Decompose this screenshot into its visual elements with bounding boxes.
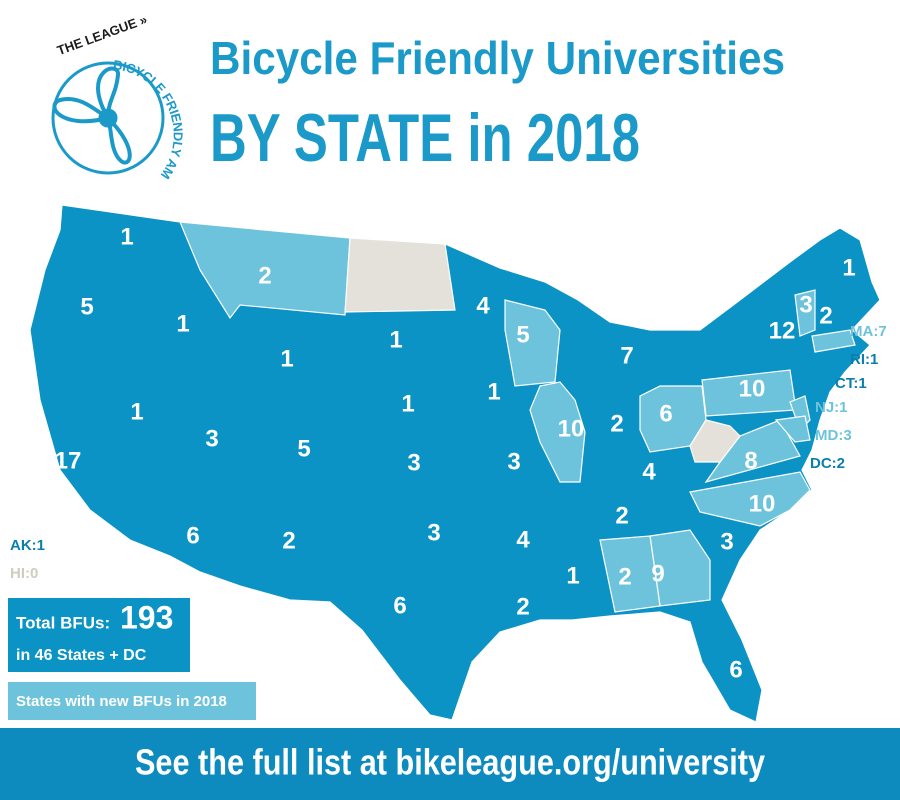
logo-top: THE LEAGUE »	[55, 12, 149, 58]
state-count: 1	[566, 562, 579, 589]
state-callout: MD:3	[815, 427, 852, 444]
state-count: 5	[516, 321, 529, 348]
legend-new-box	[8, 682, 256, 720]
state-count: 1	[176, 310, 189, 337]
state-new	[774, 415, 811, 443]
state-count: 6	[729, 656, 742, 683]
state-count: 1	[487, 378, 500, 405]
state-new	[504, 299, 561, 387]
state-callout: NJ:1	[815, 399, 848, 416]
title-line2: BY STATE in 2018	[210, 100, 640, 176]
title-line1: Bicycle Friendly Universities	[210, 32, 785, 84]
state-count: 4	[642, 458, 656, 485]
state-count: 1	[842, 254, 855, 281]
state-new	[689, 471, 811, 527]
state-none	[344, 237, 456, 313]
state-count: 3	[507, 448, 520, 475]
legend-total: 193	[120, 599, 173, 635]
state-count: 3	[799, 291, 812, 318]
state-count: 1	[120, 223, 133, 250]
state-count: 1	[401, 390, 414, 417]
legend-new-label: States with new BFUs in 2018	[16, 693, 227, 710]
state-count: 12	[769, 317, 796, 344]
state-count: 3	[720, 528, 733, 555]
state-count: 6	[659, 400, 672, 427]
state-count: 4	[516, 526, 530, 553]
legend-subtitle: in 46 States + DC	[16, 647, 147, 664]
logo-side: BICYCLE FRIENDLY AMERICA	[0, 0, 185, 182]
map	[29, 204, 881, 723]
state-count: 1	[389, 326, 402, 353]
state-count: 9	[651, 560, 664, 587]
state-count: 2	[618, 563, 631, 590]
state-count: 2	[258, 262, 271, 289]
state-none	[689, 419, 741, 463]
state-count: 17	[55, 447, 82, 474]
state-count: 5	[80, 293, 93, 320]
state-callout: MA:7	[850, 323, 887, 340]
state-callout: HI:0	[10, 565, 38, 582]
state-callout: RI:1	[850, 351, 878, 368]
state-count: 2	[610, 410, 623, 437]
state-new	[794, 289, 816, 337]
state-count: 2	[282, 527, 295, 554]
state-count: 2	[615, 502, 628, 529]
state-new	[811, 329, 856, 353]
state-count: 6	[186, 522, 199, 549]
logo	[51, 61, 165, 175]
state-new	[529, 381, 586, 483]
footer: See the full list at bikeleague.org/univ…	[135, 742, 765, 783]
state-count: 3	[427, 519, 440, 546]
state-count: 2	[819, 302, 832, 329]
state-callout: AK:1	[10, 537, 45, 554]
state-count: 6	[393, 592, 406, 619]
state-count: 10	[749, 490, 776, 517]
state-count: 7	[620, 342, 633, 369]
state-callout: DC:2	[810, 455, 845, 472]
legend-total-label: Total BFUs:	[16, 613, 110, 632]
state-count: 1	[130, 398, 143, 425]
state-new	[599, 535, 661, 613]
footer-band	[0, 728, 900, 800]
legend-total-box	[8, 598, 190, 672]
logo-side-path: BICYCLE FRIENDLY AMERICA	[0, 0, 185, 182]
state-count: 8	[744, 447, 757, 474]
state-count: 1	[280, 345, 293, 372]
state-count: 3	[407, 449, 420, 476]
state-count: 10	[558, 415, 585, 442]
state-count: 5	[297, 435, 310, 462]
state-count: 2	[516, 593, 529, 620]
state-count: 10	[739, 375, 766, 402]
state-callout: CT:1	[835, 375, 867, 392]
state-count: 4	[476, 292, 490, 319]
state-count: 3	[205, 425, 218, 452]
